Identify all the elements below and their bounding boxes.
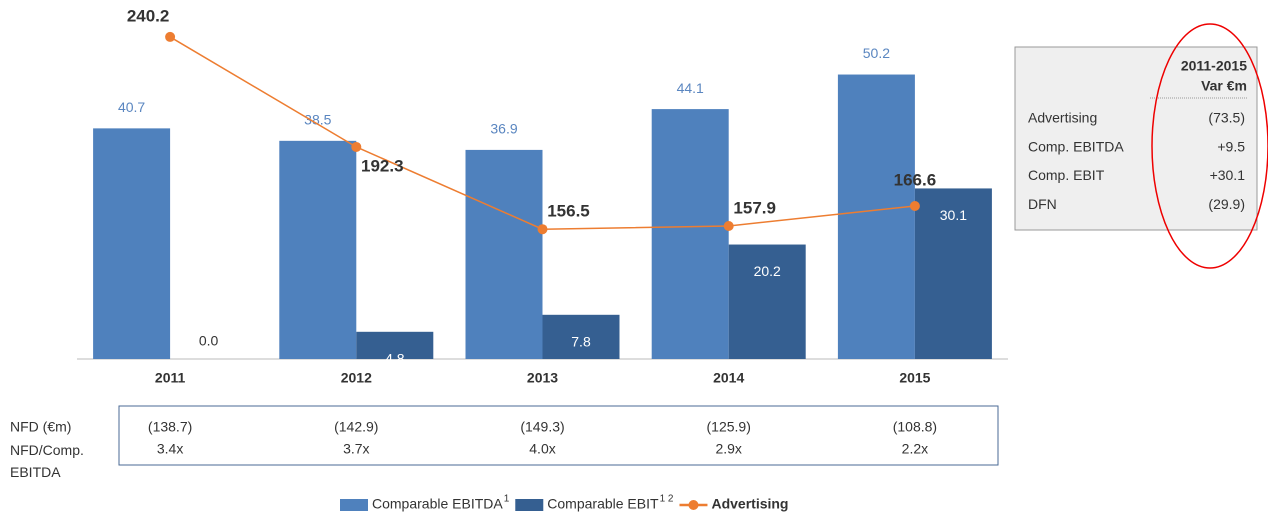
highlight-ellipse [1151, 23, 1268, 269]
data-label: 166.6 [894, 170, 937, 189]
summary-label: Comp. EBITDA [1028, 138, 1124, 154]
x-tick-label: 2012 [341, 370, 372, 386]
legend-footnote: 1 2 [660, 494, 674, 505]
summary-label: Comp. EBIT [1028, 167, 1105, 183]
summary-header: 2011-2015 [1181, 58, 1247, 74]
x-tick-label: 2015 [899, 370, 930, 386]
nfd-value: (108.8) [893, 419, 937, 435]
summary-label: Advertising [1028, 110, 1097, 126]
data-label: 38.5 [304, 112, 331, 128]
data-label: 7.8 [571, 334, 591, 350]
bar [279, 140, 357, 359]
legend-swatch [515, 499, 544, 511]
legend-swatch [340, 499, 368, 511]
nfd-value: (125.9) [707, 419, 751, 435]
summary-value: (73.5) [1208, 110, 1245, 126]
data-label: 44.1 [677, 80, 704, 96]
nfd-value: (149.3) [520, 419, 564, 435]
advertising-point [165, 31, 176, 42]
data-label: 240.2 [127, 6, 170, 25]
data-label: 50.2 [863, 45, 890, 61]
data-label: 156.5 [547, 202, 590, 221]
nfd-value: 2.2x [902, 441, 928, 457]
nfd-value: (138.7) [148, 419, 192, 435]
nfd-label: NFD (€m) [10, 419, 71, 435]
x-tick-label: 2014 [713, 370, 744, 386]
summary-box [1014, 46, 1258, 231]
x-tick-label: 2013 [527, 370, 558, 386]
bar [542, 314, 620, 359]
nfd-box [118, 405, 999, 466]
data-label: 0.0 [199, 333, 219, 349]
bar [465, 149, 543, 359]
legend-label: Advertising [711, 496, 788, 512]
advertising-point [537, 224, 548, 235]
bar [356, 331, 434, 359]
bar [914, 188, 992, 359]
bar [93, 128, 171, 359]
summary-value: +9.5 [1217, 138, 1245, 154]
nfd-value: 2.9x [715, 441, 741, 457]
data-label: 20.2 [754, 263, 781, 279]
nfd-value: (142.9) [334, 419, 378, 435]
data-label: 192.3 [361, 156, 404, 175]
nfd-value: 4.0x [529, 441, 555, 457]
summary-value: (29.9) [1208, 196, 1245, 212]
data-label: 157.9 [733, 198, 776, 217]
summary-value: +30.1 [1210, 167, 1246, 183]
x-tick-label: 2011 [155, 370, 186, 386]
summary-header: Var €m [1201, 78, 1247, 94]
nfd-value: 3.4x [157, 441, 183, 457]
data-label: 4.8 [385, 351, 405, 367]
advertising-point [351, 141, 362, 152]
data-label: 36.9 [490, 121, 517, 137]
advertising-point [909, 201, 920, 211]
nfd-label: NFD/Comp. EBITDA [10, 442, 84, 480]
legend-swatch [688, 500, 699, 510]
summary-label: DFN [1028, 196, 1057, 212]
legend-footnote: 1 [504, 494, 510, 505]
bar [837, 74, 915, 360]
nfd-value: 3.7x [343, 441, 369, 457]
legend-label: Comparable EBITDA [372, 496, 503, 512]
bar [728, 244, 806, 359]
data-label: 30.1 [940, 207, 967, 223]
data-label: 40.7 [118, 99, 145, 115]
legend-label: Comparable EBIT [547, 496, 659, 512]
advertising-point [723, 220, 734, 231]
bar [651, 109, 729, 359]
